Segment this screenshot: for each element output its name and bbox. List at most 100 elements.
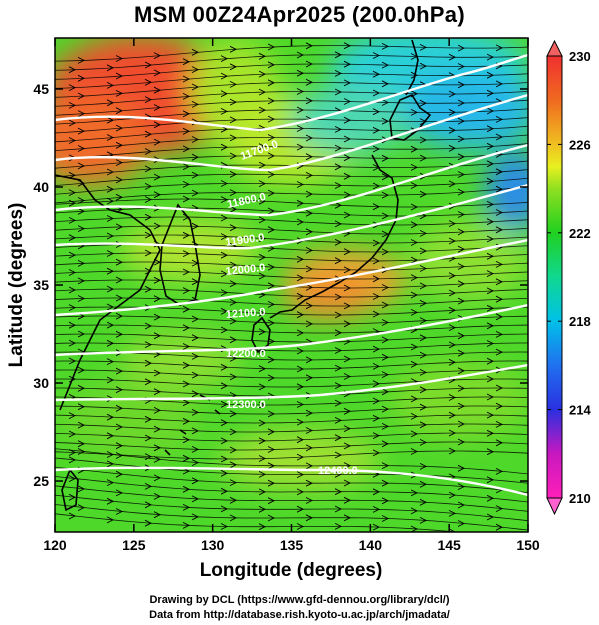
wind-arrowhead — [305, 320, 314, 328]
wind-arrowhead — [144, 96, 153, 104]
streamline — [55, 457, 528, 484]
wind-arrowhead — [343, 373, 352, 380]
wind-arrowhead — [448, 306, 457, 314]
wind-arrowhead — [144, 519, 153, 527]
wind-arrowhead — [229, 479, 238, 487]
wind-arrowhead — [258, 309, 267, 317]
wind-arrowhead — [296, 453, 305, 461]
wind-arrowhead — [372, 523, 381, 531]
wind-arrowhead — [381, 117, 390, 125]
wind-arrowhead — [68, 216, 77, 224]
wind-arrowhead — [410, 507, 419, 515]
wind-arrowhead — [258, 88, 267, 96]
wind-arrowhead — [144, 182, 153, 190]
wind-arrowhead — [77, 162, 86, 170]
wind-arrowhead — [258, 365, 267, 373]
wind-arrowhead — [296, 199, 305, 207]
wind-arrowhead — [495, 133, 504, 141]
wind-arrowhead — [220, 214, 229, 222]
wind-arrowhead — [106, 64, 115, 72]
wind-arrowhead — [68, 412, 77, 420]
wind-arrowhead — [372, 182, 381, 190]
wind-arrowhead — [229, 45, 238, 53]
wind-arrowhead — [258, 106, 267, 114]
x-tick-label: 125 — [122, 537, 146, 553]
wind-arrowhead — [182, 58, 191, 66]
wind-arrowhead — [68, 171, 77, 179]
wind-arrowhead — [343, 355, 352, 363]
wind-arrowhead — [106, 376, 115, 384]
streamline — [55, 143, 528, 160]
wind-arrowhead — [296, 69, 305, 77]
wind-arrowhead — [410, 108, 419, 116]
wind-arrowhead — [486, 235, 495, 243]
wind-arrowhead — [267, 79, 276, 87]
wind-arrowhead — [144, 130, 153, 138]
wind-arrowhead — [410, 430, 419, 438]
wind-arrowhead — [448, 220, 457, 228]
wind-arrowhead — [191, 189, 200, 197]
wind-arrowhead — [305, 97, 314, 105]
wind-arrowhead — [68, 189, 77, 197]
wind-arrowhead — [220, 437, 229, 445]
wind-arrowhead — [153, 69, 162, 77]
wind-arrowhead — [448, 411, 457, 419]
wind-arrowhead — [296, 365, 305, 373]
wind-arrowhead — [410, 163, 419, 171]
wind-arrowhead — [486, 411, 495, 419]
wind-arrowhead — [191, 100, 200, 108]
wind-arrowhead — [343, 191, 352, 199]
wind-arrowhead — [267, 356, 276, 364]
wind-arrowhead — [486, 375, 495, 383]
wind-arrowhead — [372, 293, 381, 300]
wind-arrowhead — [334, 382, 343, 390]
wind-arrowhead — [220, 143, 229, 151]
wind-arrowhead — [381, 497, 390, 505]
y-tick-label: 35 — [33, 277, 49, 293]
wind-arrowhead — [372, 108, 381, 116]
wind-arrowhead — [381, 440, 390, 448]
wind-arrowhead — [267, 319, 276, 327]
wind-arrowhead — [486, 513, 495, 521]
wind-arrowhead — [486, 71, 495, 79]
wind-arrowhead — [372, 221, 381, 229]
wind-arrowhead — [419, 265, 428, 272]
wind-arrowhead — [258, 180, 267, 188]
wind-arrowhead — [457, 438, 466, 446]
wind-arrowhead — [410, 145, 419, 153]
wind-arrowhead — [334, 434, 343, 442]
wind-arrowhead — [457, 464, 466, 472]
wind-arrowhead — [381, 515, 390, 522]
wind-arrowhead — [372, 257, 381, 265]
streamline — [55, 108, 528, 125]
wind-arrowhead — [68, 430, 77, 438]
wind-arrowhead — [343, 407, 352, 415]
wind-arrowhead — [115, 489, 124, 497]
wind-arrowhead — [106, 358, 115, 366]
wind-arrowhead — [296, 471, 305, 479]
wind-arrowhead — [457, 117, 466, 125]
wind-arrowhead — [267, 497, 276, 505]
wind-arrowhead — [372, 145, 381, 153]
wind-arrowhead — [191, 136, 200, 143]
wind-arrowhead — [343, 496, 352, 504]
wind-arrowhead — [191, 390, 200, 398]
wind-arrowhead — [343, 116, 352, 124]
wind-arrowhead — [419, 498, 428, 506]
wind-arrowhead — [419, 317, 428, 325]
wind-arrowhead — [220, 307, 229, 315]
wind-arrowhead — [229, 280, 238, 288]
wind-arrowhead — [153, 191, 162, 199]
colorbar: 230 226 222 218 214 210 — [546, 39, 591, 516]
wind-arrowhead — [296, 523, 305, 530]
wind-arrowhead — [115, 423, 124, 431]
wind-arrowhead — [372, 89, 381, 97]
wind-arrowhead — [182, 324, 191, 332]
wind-arrowhead — [305, 134, 314, 142]
wind-arrowhead — [191, 495, 200, 503]
wind-arrowhead — [381, 284, 390, 291]
wind-arrowhead — [410, 203, 419, 211]
wind-arrowhead — [220, 382, 229, 390]
wind-arrowhead — [258, 505, 267, 513]
wind-arrowhead — [381, 319, 390, 326]
